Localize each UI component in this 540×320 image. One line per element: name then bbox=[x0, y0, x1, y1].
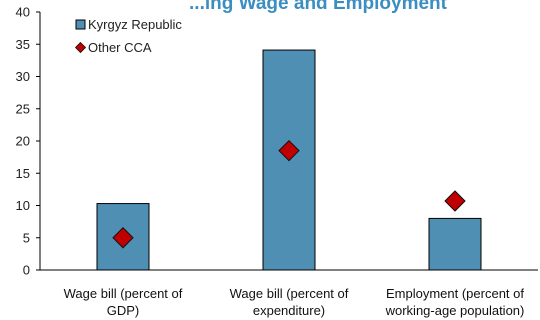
legend-bar-swatch bbox=[75, 19, 86, 30]
category-label: expenditure) bbox=[253, 303, 325, 318]
legend-label-kyrgyz: Kyrgyz Republic bbox=[88, 17, 182, 32]
legend-marker-swatch bbox=[74, 41, 87, 54]
category-label: working-age population) bbox=[385, 303, 525, 318]
chart-title: ...ing Wage and Employment bbox=[189, 0, 448, 14]
marker-other-cca bbox=[112, 227, 134, 249]
y-tick-label: 5 bbox=[23, 230, 30, 245]
y-tick-label: 20 bbox=[16, 134, 30, 149]
y-tick-label: 35 bbox=[16, 37, 30, 52]
y-tick-label: 0 bbox=[23, 263, 30, 278]
marker-other-cca bbox=[278, 139, 300, 162]
y-tick-label: 40 bbox=[16, 5, 30, 20]
category-label: GDP) bbox=[107, 303, 140, 318]
legend: Kyrgyz Republic Other CCA bbox=[74, 17, 182, 55]
category-label: Employment (percent of bbox=[386, 286, 524, 301]
marker-series bbox=[112, 139, 466, 249]
bar-kyrgyz-republic bbox=[428, 217, 482, 271]
y-tick-label: 25 bbox=[16, 101, 30, 116]
category-label: Wage bill (percent of bbox=[64, 286, 183, 301]
category-labels: Wage bill (percent of GDP) Wage bill (perc… bbox=[64, 286, 525, 318]
y-tick-label: 30 bbox=[16, 69, 30, 84]
y-tick-labels: 0 5 10 15 20 25 30 35 40 bbox=[16, 5, 30, 278]
marker-other-cca bbox=[444, 190, 466, 212]
legend-label-other-cca: Other CCA bbox=[88, 40, 152, 55]
y-tick-label: 10 bbox=[16, 198, 30, 213]
category-label: Wage bill (percent of bbox=[230, 286, 349, 301]
y-tick-label: 15 bbox=[16, 166, 30, 181]
